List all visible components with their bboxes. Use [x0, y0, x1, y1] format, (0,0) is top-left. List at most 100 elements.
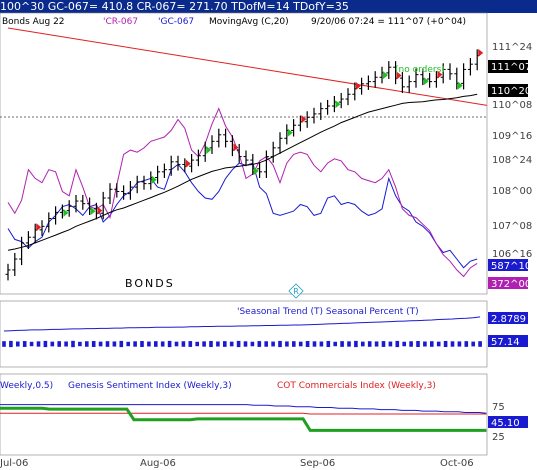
seasonal-bar — [333, 341, 337, 347]
price-axis: 111^24 111^07 110^20 110^08 109^16 108^2… — [488, 42, 532, 290]
buy-marker — [383, 71, 388, 80]
seasonal-bar — [471, 341, 475, 347]
seasonal-bar — [340, 341, 344, 347]
seasonal-bar — [71, 340, 75, 348]
datetime-label: 9/20/06 07:24 = 111^07 (+0^04) — [311, 17, 466, 27]
seasonal-bar — [154, 341, 158, 347]
axis-label-6: 108^00 — [492, 186, 532, 197]
seasonal-bar — [36, 341, 41, 347]
seasonal-bar — [292, 341, 296, 347]
r-marker-text: R — [293, 287, 299, 296]
gc-legend-label: 'GC-067 — [158, 17, 194, 27]
seasonal-bar — [457, 341, 462, 347]
seasonal-bar — [167, 340, 172, 348]
sentiment-value: 45.10 — [491, 418, 520, 429]
axis-label-4: 109^16 — [492, 131, 532, 142]
seasonal-bar — [2, 341, 6, 347]
signal-markers — [36, 48, 484, 232]
buy-marker — [335, 100, 341, 109]
seasonal-bar — [147, 341, 151, 347]
seasonal-bar — [133, 341, 137, 347]
seasonal-bar — [50, 341, 55, 347]
buy-marker — [457, 81, 463, 90]
genesis-title: Genesis Sentiment Index (Weekly,3) — [68, 381, 232, 391]
seasonal-bar — [229, 341, 234, 347]
sentiment-value-box — [488, 416, 528, 428]
gc-series — [7, 162, 478, 269]
top-status-text: 100^30 GC-067= 410.8 CR-067= 271.70 TDof… — [0, 0, 349, 13]
no-orders-label: (no orders) — [395, 65, 445, 75]
seasonal-panel — [0, 300, 488, 368]
seasonal-bar — [436, 341, 441, 347]
seasonal-bar — [119, 340, 124, 348]
trendline — [7, 27, 488, 106]
seasonal-bar — [202, 341, 206, 347]
price-bars — [5, 49, 480, 281]
seasonal-bar — [347, 341, 351, 347]
seasonal-bar — [223, 341, 227, 347]
seasonal-trend-line — [3, 316, 481, 332]
cr-legend-label: 'CR-067 — [103, 17, 138, 27]
axis-label-5: 108^24 — [492, 155, 532, 166]
seasonal-title: 'Seasonal Trend (T) Seasonal Percent (T) — [237, 307, 419, 317]
seasonal-bar — [105, 341, 110, 347]
x-tick-jul: Jul-06 — [0, 458, 28, 469]
seasonal-bar — [388, 341, 393, 347]
sentiment-axis-75: 75 — [492, 402, 505, 413]
seasonal-bar — [43, 340, 48, 348]
axis-label-0: 111^24 — [492, 42, 532, 53]
seasonal-trend-value-box — [488, 312, 528, 324]
buy-marker — [253, 166, 259, 175]
ma-price-box — [488, 84, 528, 97]
bonds-label: BONDS — [125, 277, 175, 290]
seasonal-bar — [395, 340, 400, 348]
gc-value-box — [488, 259, 528, 271]
seasonal-bar — [312, 341, 317, 347]
current-price-box — [488, 60, 528, 73]
buy-marker — [423, 77, 429, 86]
x-tick-aug: Aug-06 — [140, 458, 176, 469]
axis-label-8: 106^16 — [492, 249, 532, 260]
axis-label-7: 107^08 — [492, 221, 532, 232]
seasonal-bar — [402, 341, 406, 347]
seasonal-bar — [64, 341, 68, 347]
r-marker-icon[interactable]: R — [288, 283, 304, 299]
price-panel — [0, 12, 488, 295]
seasonal-percent-value-box — [488, 335, 528, 347]
cot-title: COT Commercials Index (Weekly,3) — [277, 381, 436, 391]
seasonal-bar — [464, 341, 469, 347]
seasonal-bar — [381, 341, 386, 347]
seasonal-bar — [209, 340, 213, 348]
seasonal-percent-bars — [2, 340, 482, 348]
sell-marker — [396, 71, 402, 80]
sell-marker — [355, 81, 361, 90]
cr-line — [7, 107, 478, 278]
seasonal-bar — [85, 341, 89, 347]
sell-marker — [478, 48, 484, 57]
sell-marker — [301, 115, 307, 124]
sell-marker — [437, 70, 443, 79]
buy-marker — [63, 208, 69, 217]
genesis-line — [0, 404, 487, 414]
gc-value-label: 587^10 — [491, 261, 531, 272]
seasonal-bar — [416, 341, 420, 347]
top-status-bar: 100^30 GC-067= 410.8 CR-067= 271.70 TDof… — [0, 0, 537, 13]
ma-price-label: 110^20 — [491, 86, 531, 97]
seasonal-bar — [264, 341, 268, 347]
seasonal-bar — [9, 340, 13, 348]
sell-marker — [185, 159, 191, 168]
gc-line — [7, 162, 478, 269]
seasonal-bar — [450, 341, 455, 347]
seasonal-bar — [443, 340, 448, 348]
axis-label-3: 110^08 — [492, 100, 532, 111]
seasonal-bar — [257, 341, 262, 347]
cr-value-box — [488, 277, 528, 289]
seasonal-bar — [298, 341, 303, 347]
seasonal-bar — [236, 340, 241, 348]
seasonal-bar — [430, 341, 434, 347]
seasonal-percent-value: 57.14 — [491, 337, 520, 348]
buy-marker — [151, 175, 157, 184]
moving-avg-series — [7, 93, 478, 251]
sell-marker — [97, 206, 103, 215]
